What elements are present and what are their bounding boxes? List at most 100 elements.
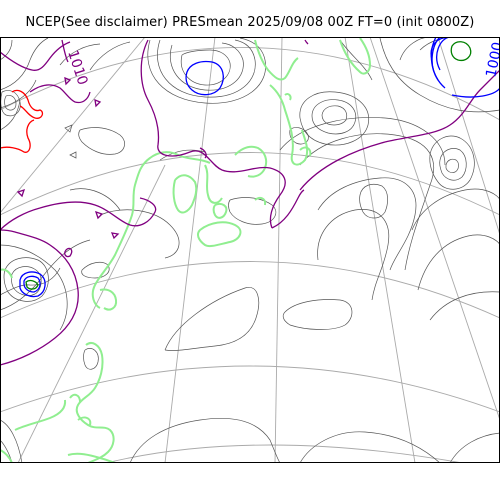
isobar	[78, 127, 125, 155]
isobar	[64, 247, 73, 258]
isobar	[89, 41, 131, 71]
isobar	[0, 197, 157, 231]
isobar	[0, 41, 71, 71]
isobar	[282, 299, 353, 330]
isobar	[69, 151, 77, 159]
coastline	[99, 288, 118, 311]
coastline	[67, 452, 116, 463]
isobars-purple	[0, 39, 500, 366]
isobar	[359, 183, 388, 219]
coastline	[0, 449, 13, 463]
isobar	[164, 287, 259, 351]
isobar	[94, 210, 104, 220]
isobar	[199, 147, 207, 159]
isobar	[0, 119, 35, 153]
isobars-green	[25, 41, 472, 290]
isobar	[61, 39, 69, 63]
longitude-line	[344, 37, 416, 463]
isobar	[81, 261, 110, 279]
isobar	[439, 148, 467, 181]
isobar	[0, 79, 37, 109]
isobar	[411, 188, 500, 231]
isobar	[69, 188, 121, 211]
coastline	[196, 221, 242, 248]
longitude-line	[17, 164, 166, 463]
isobar	[23, 275, 41, 293]
coastline	[172, 174, 198, 214]
isobar	[0, 90, 21, 117]
isobar	[94, 98, 102, 108]
isobar	[19, 271, 46, 298]
isobar	[450, 41, 472, 62]
latitude-line	[0, 261, 500, 319]
isobar	[25, 279, 39, 290]
isobar	[339, 39, 373, 81]
graticule	[0, 37, 500, 463]
isobar	[0, 267, 61, 296]
isobar	[10, 266, 42, 296]
isobar	[445, 158, 459, 173]
coastline	[212, 202, 228, 219]
isobar	[59, 43, 101, 66]
isobar	[159, 149, 206, 161]
isobar	[185, 60, 224, 96]
longitude-line	[164, 37, 216, 463]
isobar	[271, 189, 305, 229]
coastline	[0, 268, 13, 279]
isobar	[299, 91, 370, 146]
isobar	[16, 188, 26, 198]
isobar	[0, 39, 13, 61]
coastline	[299, 146, 312, 157]
isobar	[449, 432, 500, 463]
isobar	[317, 209, 390, 301]
coastline	[254, 196, 267, 206]
map-title: NCEP(See disclaimer) PRESmean 2025/09/08…	[25, 15, 475, 30]
isobar	[0, 37, 49, 91]
isobar	[3, 257, 49, 302]
isobar	[180, 49, 231, 86]
isobar	[4, 95, 17, 111]
coastline	[91, 151, 211, 309]
isobar	[140, 39, 286, 229]
isobar	[147, 37, 266, 104]
isobar	[157, 39, 256, 98]
isobar	[399, 37, 431, 61]
isobar	[317, 177, 417, 271]
longitude-line	[274, 37, 283, 463]
longitude-line	[437, 37, 500, 236]
coastline	[69, 393, 81, 403]
isobar	[99, 209, 180, 259]
isobar	[0, 239, 91, 311]
isobar	[417, 234, 500, 291]
latitude-line	[104, 444, 465, 463]
isobars-blue	[19, 37, 500, 298]
isobar	[311, 99, 357, 135]
coastline	[14, 399, 67, 431]
isobar	[0, 229, 79, 366]
coastline	[269, 84, 309, 166]
isobar	[299, 133, 434, 271]
coastline	[284, 92, 292, 101]
isobar	[0, 244, 68, 331]
map-frame	[0, 37, 500, 463]
coastline	[339, 37, 371, 75]
isobars-red	[0, 89, 44, 153]
isobar	[299, 69, 500, 191]
isobar	[430, 37, 446, 89]
latitude-line	[0, 152, 500, 216]
isobar	[64, 124, 73, 133]
isobar	[299, 431, 441, 463]
coastlines	[0, 37, 371, 463]
isobar	[129, 417, 281, 463]
isobar	[304, 39, 309, 45]
longitude-line	[369, 37, 500, 421]
coastline	[77, 416, 92, 426]
isobar	[0, 419, 23, 463]
coastline	[234, 145, 268, 178]
coastline	[204, 164, 223, 204]
isobar	[170, 42, 244, 91]
isobar	[0, 99, 21, 131]
isobar	[451, 87, 500, 98]
isobar	[64, 76, 72, 86]
